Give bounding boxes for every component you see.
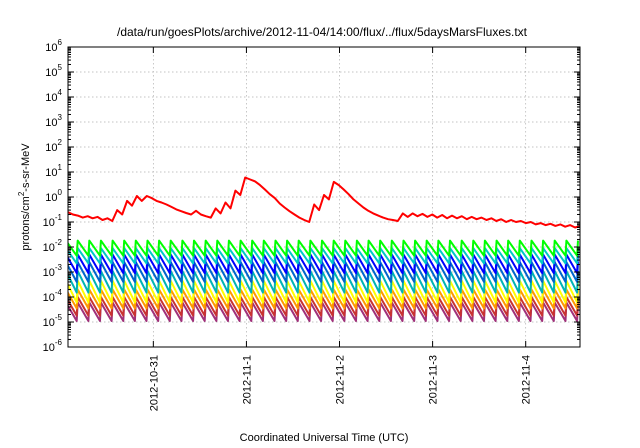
- y-tick-label: 10-3: [43, 263, 63, 279]
- series-group: [68, 176, 580, 322]
- x-tick-label: 2012-10-31: [148, 355, 160, 411]
- y-tick-label: 100: [45, 188, 62, 204]
- y-tick-label: 104: [45, 88, 62, 104]
- y-tick-label: 103: [45, 113, 62, 129]
- x-tick-labels: 2012-10-31 2012-11-1 2012-11-2 2012-11-3 201…: [148, 355, 532, 411]
- axis-ticks: [68, 46, 580, 348]
- x-tick-label: 2012-11-1: [241, 355, 253, 404]
- series-line: [68, 176, 580, 229]
- y-tick-label: 10-1: [43, 213, 63, 229]
- y-tick-label: 10-2: [43, 238, 63, 254]
- y-tick-label: 10-4: [43, 288, 63, 304]
- y-tick-label: 10-6: [43, 338, 63, 354]
- x-tick-label: 2012-11-3: [428, 355, 440, 404]
- x-axis-label: Coordinated Universal Time (UTC): [240, 432, 409, 444]
- y-tick-label: 106: [45, 38, 62, 54]
- y-tick-labels: 10-6 10-5 10-4 10-3 10-2 10-1 100 101 102 103 104 1…: [43, 38, 63, 354]
- series-line: [68, 239, 579, 257]
- y-tick-label: 102: [45, 138, 62, 154]
- chart-title: /data/run/goesPlots/archive/2012-11-04/1…: [117, 25, 528, 39]
- x-tick-label: 2012-11-4: [521, 355, 533, 404]
- grid: [68, 47, 580, 347]
- x-tick-label: 2012-11-2: [335, 355, 347, 404]
- y-tick-label: 10-5: [43, 313, 63, 329]
- y-tick-label: 101: [45, 163, 62, 179]
- y-tick-label: 105: [45, 63, 62, 79]
- y-axis-label: protons/cm2-s-sr-MeV: [17, 143, 32, 251]
